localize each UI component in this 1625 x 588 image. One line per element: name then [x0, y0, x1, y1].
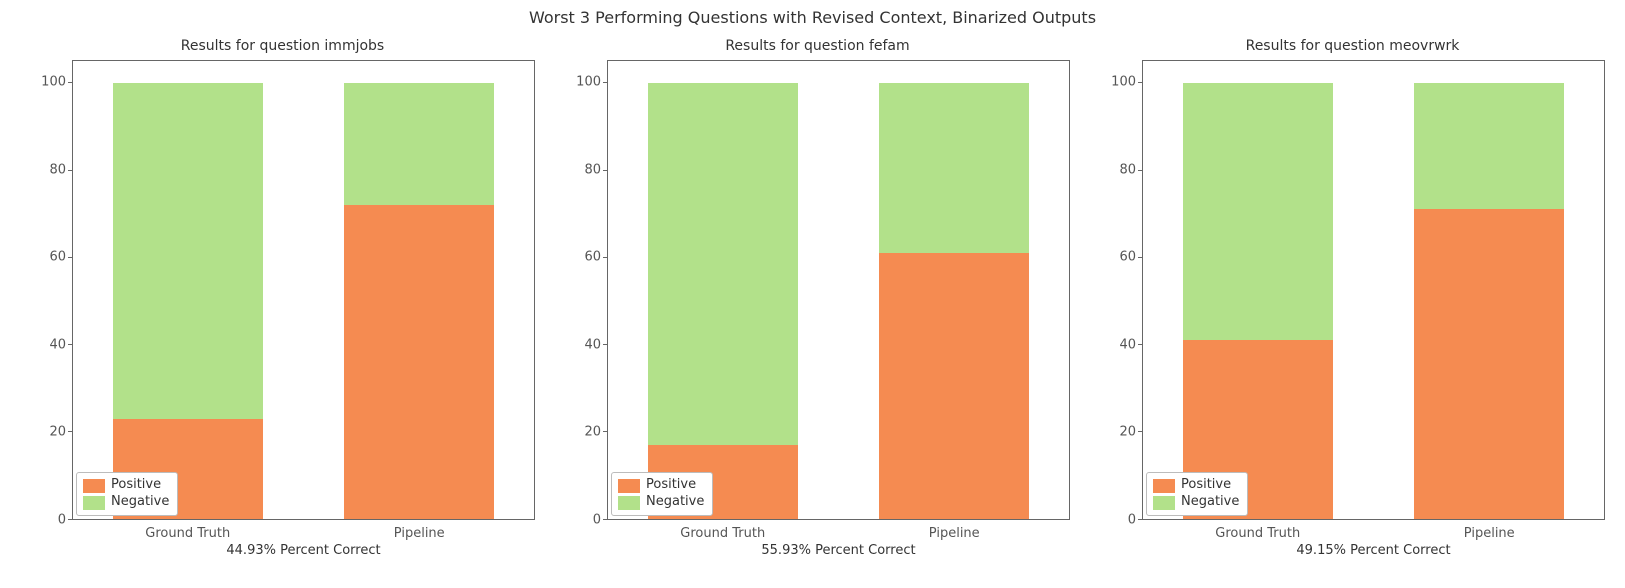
stacked-bar	[1183, 61, 1333, 519]
plot-area: PositiveNegative	[72, 60, 535, 520]
x-tick-label: Pipeline	[1374, 526, 1606, 541]
y-tick-label: 60	[30, 251, 66, 264]
y-tick-label: 80	[30, 163, 66, 176]
bar-segment-negative	[1414, 83, 1564, 209]
legend-swatch-positive	[618, 479, 640, 493]
bar-segment-positive	[344, 205, 494, 519]
bar-slot	[304, 61, 535, 519]
bar-segment-positive	[1414, 209, 1564, 519]
axes: 020406080100PositiveNegative	[1100, 60, 1605, 520]
x-tick-label: Ground Truth	[1142, 526, 1374, 541]
legend-item-negative: Negative	[618, 494, 704, 511]
subplot-title: Results for question immjobs	[30, 38, 535, 54]
legend: PositiveNegative	[76, 472, 178, 516]
y-tick-label: 20	[30, 426, 66, 439]
legend-item-positive: Positive	[1153, 477, 1239, 494]
subplot-fefam: Results for question fefam 0 20 40 60 80 100 Po…	[565, 38, 1070, 558]
stacked-bar	[344, 61, 494, 519]
figure: Worst 3 Performing Questions with Revise…	[0, 0, 1625, 588]
stacked-bar	[1414, 61, 1564, 519]
y-tick-label: 20	[565, 426, 601, 439]
bar-slot	[1374, 61, 1605, 519]
y-tick-label: 0	[565, 514, 601, 527]
legend-swatch-negative	[83, 496, 105, 510]
legend-label: Negative	[1181, 494, 1239, 511]
x-axis: Ground TruthPipeline	[1142, 526, 1605, 541]
y-tick-label: 0	[30, 514, 66, 527]
legend-item-positive: Positive	[83, 477, 169, 494]
axes: 020406080100PositiveNegative	[30, 60, 535, 520]
bar-slot	[73, 61, 304, 519]
y-tick-label: 40	[30, 338, 66, 351]
subplot-title: Results for question fefam	[565, 38, 1070, 54]
stacked-bar	[879, 61, 1029, 519]
x-axis: Ground TruthPipeline	[72, 526, 535, 541]
legend-swatch-negative	[618, 496, 640, 510]
x-axis: Ground TruthPipeline	[607, 526, 1070, 541]
legend-swatch-positive	[1153, 479, 1175, 493]
y-tick-label: 60	[565, 251, 601, 264]
y-tick-label: 40	[565, 338, 601, 351]
axes: 020406080100PositiveNegative	[565, 60, 1070, 520]
bar-segment-negative	[648, 83, 798, 445]
y-tick-label: 60	[1100, 251, 1136, 264]
bars-container	[608, 61, 1069, 519]
legend-swatch-positive	[83, 479, 105, 493]
bars-container	[73, 61, 534, 519]
figure-suptitle: Worst 3 Performing Questions with Revise…	[0, 8, 1625, 27]
subplot-row: Results for question immjobs 0 20 40 60 80 100…	[30, 38, 1605, 558]
x-axis-label: 49.15% Percent Correct	[1142, 543, 1605, 558]
bar-slot	[1143, 61, 1374, 519]
y-tick-label: 100	[565, 75, 601, 88]
legend: PositiveNegative	[611, 472, 713, 516]
y-tick-label: 20	[1100, 426, 1136, 439]
legend-label: Negative	[646, 494, 704, 511]
legend-label: Positive	[111, 477, 161, 494]
bar-segment-negative	[344, 83, 494, 205]
bar-segment-negative	[1183, 83, 1333, 340]
subplot-immjobs: Results for question immjobs 0 20 40 60 80 100…	[30, 38, 535, 558]
bar-segment-positive	[879, 253, 1029, 519]
y-tick-label: 100	[1100, 75, 1136, 88]
x-tick-label: Pipeline	[839, 526, 1071, 541]
legend-item-negative: Negative	[1153, 494, 1239, 511]
y-axis: 020406080100	[565, 60, 607, 520]
legend-label: Positive	[646, 477, 696, 494]
stacked-bar	[648, 61, 798, 519]
x-tick-label: Ground Truth	[72, 526, 304, 541]
bar-segment-negative	[113, 83, 263, 419]
legend: PositiveNegative	[1146, 472, 1248, 516]
stacked-bar	[113, 61, 263, 519]
subplot-title: Results for question meovrwrk	[1100, 38, 1605, 54]
y-tick-label: 80	[1100, 163, 1136, 176]
legend-swatch-negative	[1153, 496, 1175, 510]
x-axis-label: 44.93% Percent Correct	[72, 543, 535, 558]
bar-segment-negative	[879, 83, 1029, 253]
y-tick-label: 100	[30, 75, 66, 88]
subplot-meovrwrk: Results for question meovrwrk 0 20 40 60 80 10…	[1100, 38, 1605, 558]
legend-label: Negative	[111, 494, 169, 511]
y-tick-label: 0	[1100, 514, 1136, 527]
bar-slot	[839, 61, 1070, 519]
y-axis: 020406080100	[30, 60, 72, 520]
legend-item-negative: Negative	[83, 494, 169, 511]
x-tick-label: Ground Truth	[607, 526, 839, 541]
y-tick-label: 40	[1100, 338, 1136, 351]
plot-area: PositiveNegative	[607, 60, 1070, 520]
x-tick-label: Pipeline	[304, 526, 536, 541]
legend-item-positive: Positive	[618, 477, 704, 494]
y-tick-label: 80	[565, 163, 601, 176]
x-axis-label: 55.93% Percent Correct	[607, 543, 1070, 558]
bar-slot	[608, 61, 839, 519]
plot-area: PositiveNegative	[1142, 60, 1605, 520]
legend-label: Positive	[1181, 477, 1231, 494]
y-axis: 020406080100	[1100, 60, 1142, 520]
bars-container	[1143, 61, 1604, 519]
